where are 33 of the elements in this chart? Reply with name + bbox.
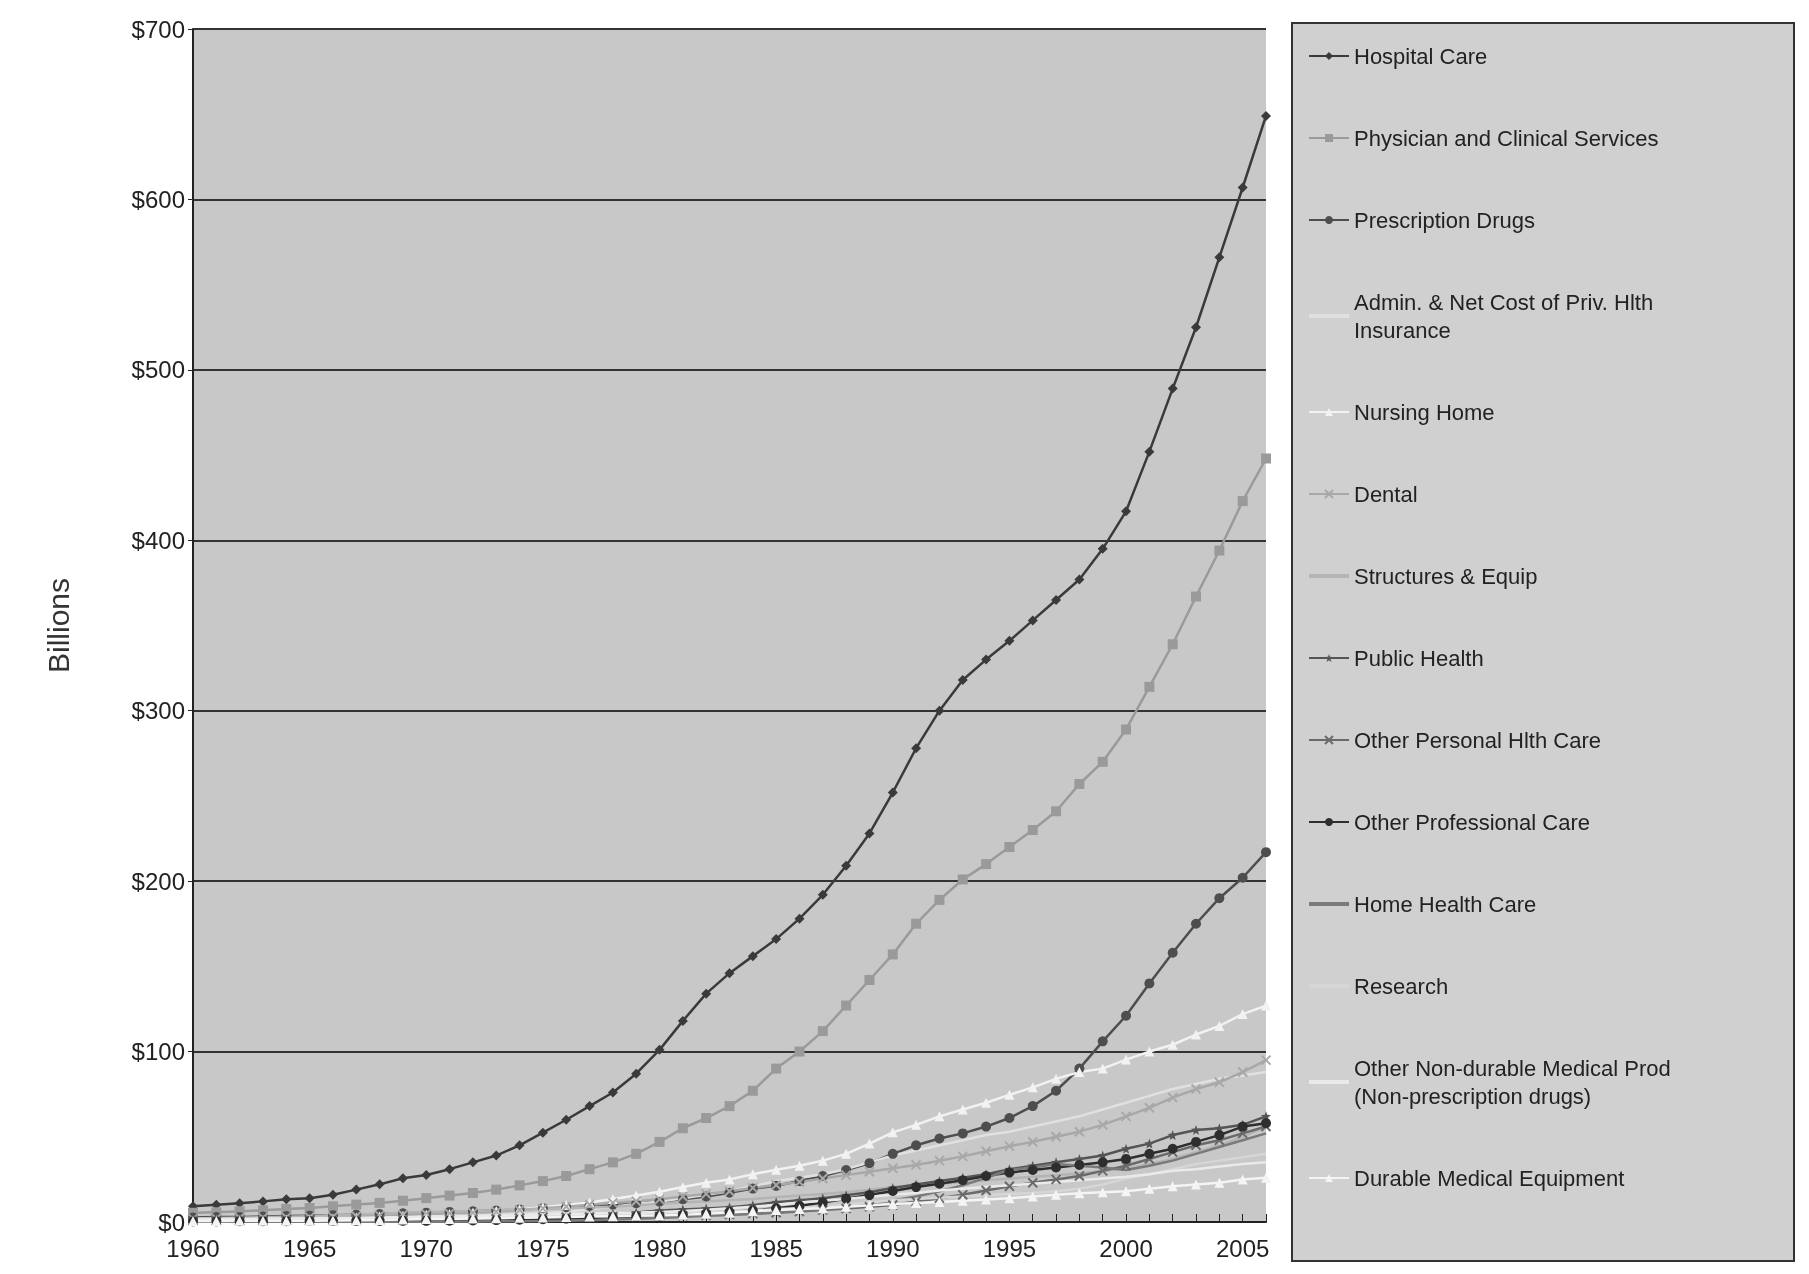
legend-label: Hospital Care [1354, 43, 1488, 69]
x-tick-label: 1990 [866, 1234, 920, 1262]
x-tick-label: 2005 [1215, 1234, 1270, 1262]
y-tick-label: $500 [131, 356, 185, 384]
x-tick-label: 1980 [632, 1234, 687, 1262]
legend-label: Home Health Care [1354, 891, 1537, 917]
y-tick-label: $300 [131, 697, 185, 725]
legend-label: Other Professional Care [1354, 809, 1590, 835]
x-tick-label: 1970 [399, 1234, 453, 1262]
legend-label: Public Health [1354, 645, 1484, 671]
x-tick-label: 1975 [516, 1234, 570, 1262]
legend-label: Dental [1354, 481, 1418, 507]
y-tick-label: $400 [131, 526, 185, 554]
legend-label: Other Non-durable Medical Prod (Non-prescription drugs) [1354, 1055, 1677, 1109]
legend-label: Physician and Clinical Services [1354, 125, 1659, 151]
x-tick-label: 1960 [166, 1234, 220, 1262]
legend-label: Prescription Drugs [1354, 207, 1535, 233]
legend-label: Research [1354, 973, 1449, 999]
legend-label: Nursing Home [1354, 399, 1495, 425]
legend-label: Durable Medical Equipment [1354, 1165, 1625, 1191]
y-tick-label: $200 [131, 867, 185, 895]
x-tick-label: 2000 [1099, 1234, 1153, 1262]
x-tick-label: 1995 [982, 1234, 1037, 1262]
y-tick-label: $600 [131, 185, 185, 213]
legend-label: Structures & Equip [1354, 563, 1538, 589]
x-tick-label: 1985 [749, 1234, 803, 1262]
y-tick-label: $700 [131, 15, 185, 43]
y-axis-title: Billions [41, 577, 75, 674]
legend-label: Other Personal Hlth Care [1354, 727, 1601, 753]
x-tick-label: 1965 [282, 1234, 337, 1262]
y-tick-label: $0 [158, 1208, 185, 1236]
legend-label: Admin. & Net Cost of Priv. Hlth Insurance [1354, 289, 1660, 343]
y-tick-label: $100 [131, 1038, 185, 1066]
